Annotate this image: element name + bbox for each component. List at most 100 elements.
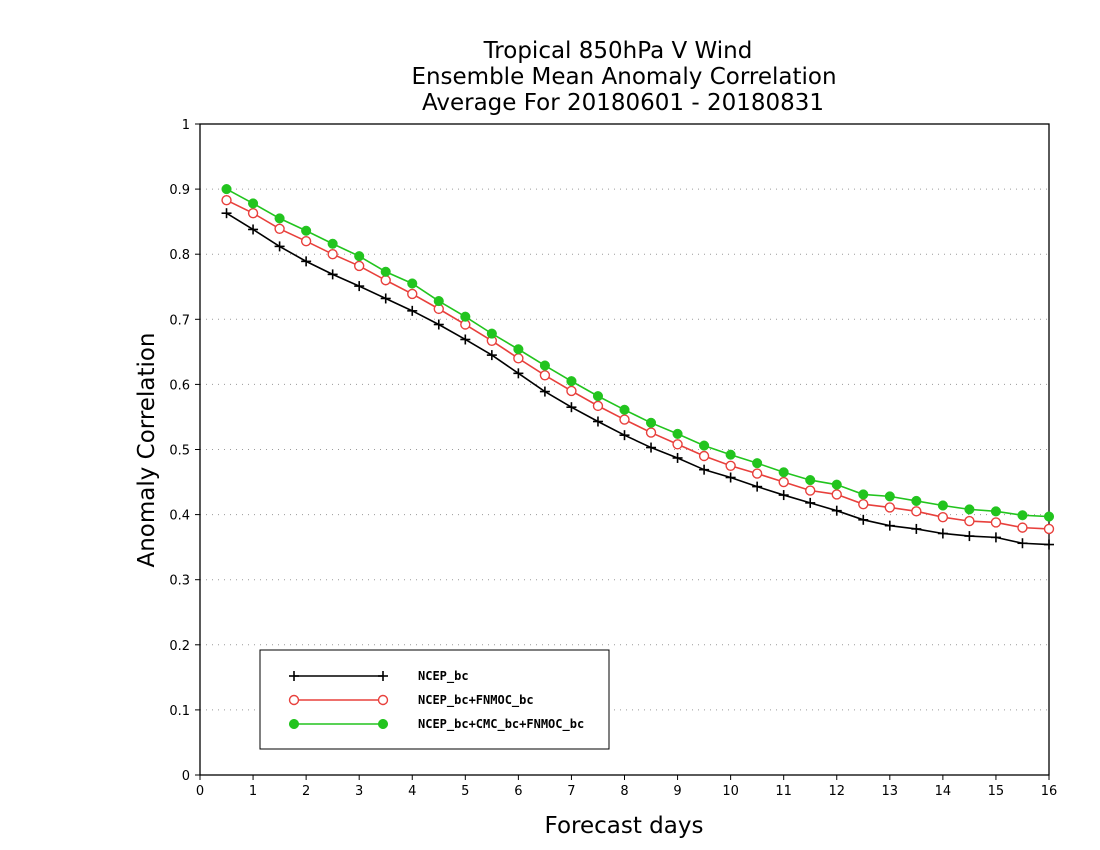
data-point [248,198,259,209]
data-point [353,260,365,272]
data-point [751,468,763,479]
y-tick-label: 0.6 [169,378,190,393]
x-tick-label: 12 [828,784,845,799]
data-point [1017,510,1028,521]
legend-marker [377,718,389,730]
data-point [221,208,232,219]
data-point [380,275,391,286]
y-tick-label: 0.9 [169,183,190,198]
data-point [911,523,922,534]
chart-title-line-2: Ensemble Mean Anomaly Correlation [411,64,836,90]
x-tick-label: 16 [1041,784,1058,799]
data-point [937,500,948,511]
x-tick-label: 7 [567,784,575,799]
data-point [539,386,550,397]
data-point [725,472,736,483]
x-tick-label: 6 [514,784,522,799]
data-point [592,416,603,427]
x-tick-label: 13 [882,784,899,799]
data-point [752,481,763,492]
legend-marker [378,671,388,681]
data-point [778,467,789,478]
data-point [327,248,338,260]
data-point [672,428,683,439]
data-point [778,490,789,501]
data-point [274,241,285,252]
y-tick-label: 0 [182,769,190,784]
y-tick-label: 0.4 [169,509,190,524]
data-point [964,504,975,515]
series-group [221,184,1055,550]
data-point [407,288,418,300]
data-point [1017,538,1028,549]
data-point [699,464,710,475]
series-line [226,212,1050,546]
x-axis-label: Forecast days [545,813,704,839]
series-3 [221,184,1055,522]
data-point [566,402,577,413]
data-point [698,450,710,462]
data-point [301,225,312,236]
series-line [226,199,1050,530]
data-point [672,439,683,450]
x-tick-label: 4 [408,784,416,799]
data-point [380,266,391,277]
y-axis-ticks: 0 0.1 0.2 0.3 0.4 0.5 0.6 0.7 0.8 0.9 1 [169,118,200,784]
data-point [858,514,869,525]
data-point [513,344,524,355]
legend-marker [288,718,300,730]
data-point [990,517,1002,528]
legend: NCEP_bc NCEP_bc+FNMOC_bc NCEP_bc+CMC_bc+FN… [259,649,610,750]
data-point [354,281,365,292]
series-1 [221,208,1054,550]
data-point [884,520,895,531]
data-point [301,256,312,267]
data-point [248,224,259,235]
data-point [831,505,842,516]
data-point [937,512,949,523]
data-point [778,476,789,488]
data-point [725,460,736,471]
data-point [1017,522,1028,533]
data-point [699,440,710,451]
data-point [300,235,312,247]
data-point [513,368,524,379]
x-tick-label: 8 [620,784,628,799]
data-point [884,502,896,513]
data-point [725,449,736,460]
data-point [274,223,285,235]
x-tick-label: 15 [988,784,1005,799]
y-tick-label: 0.2 [169,639,190,654]
x-tick-label: 1 [249,784,257,799]
data-point [645,427,657,438]
data-point [327,269,338,280]
x-tick-label: 10 [722,784,739,799]
x-tick-label: 0 [196,784,204,799]
data-point [964,515,975,527]
y-tick-label: 0.3 [169,574,190,589]
data-point [380,293,391,304]
legend-marker [288,694,300,706]
data-point [566,376,577,387]
data-point [1043,511,1055,522]
data-point [672,452,683,463]
data-point [486,328,497,339]
chart-title: Tropical 850hPa V Wind Ensemble Mean Ano… [411,38,836,116]
series-2 [221,194,1055,535]
data-point [592,391,604,402]
data-point [354,251,365,262]
gridlines [200,188,1049,711]
data-point [221,184,232,195]
chart-title-line-3: Average For 20180601 - 20180831 [422,90,824,116]
y-tick-label: 0.1 [169,704,190,719]
data-point [327,238,338,249]
data-point [486,350,497,361]
data-point [805,497,816,508]
data-point [433,319,444,330]
x-tick-label: 9 [673,784,681,799]
data-point [460,334,471,345]
data-point [884,491,895,502]
data-point [645,417,657,428]
data-point [619,430,630,441]
x-tick-label: 14 [935,784,952,799]
